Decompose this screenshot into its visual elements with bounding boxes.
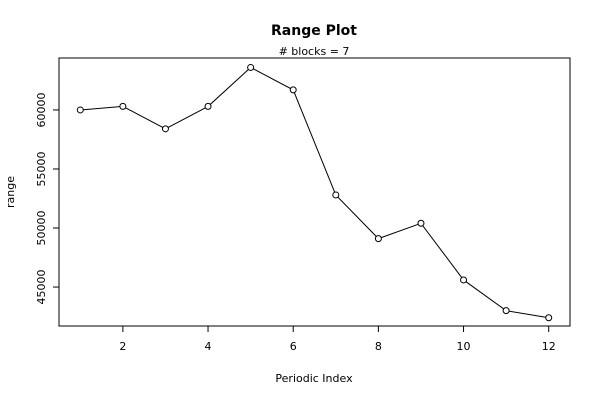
data-points: [76, 63, 553, 322]
series-line: [80, 66, 549, 319]
y-tick-label: 55000: [35, 151, 48, 186]
x-tick-label: 6: [290, 340, 297, 353]
data-point: [460, 276, 468, 284]
data-point: [247, 63, 255, 71]
x-tick-label: 2: [119, 340, 126, 353]
y-tick-label: 45000: [35, 270, 48, 305]
x-axis: 2 4 6 8 10 12: [119, 326, 556, 353]
chart-title: Range Plot: [271, 23, 357, 39]
data-point: [374, 235, 382, 243]
data-point: [204, 102, 212, 110]
x-axis-label: Periodic Index: [275, 372, 353, 385]
x-tick-label: 4: [205, 340, 212, 353]
y-tick-label: 50000: [35, 211, 48, 246]
data-point: [417, 219, 425, 227]
data-point: [545, 314, 553, 322]
y-tick-label: 60000: [35, 92, 48, 127]
x-tick-label: 8: [375, 340, 382, 353]
chart-subtitle: # blocks = 7: [279, 45, 350, 58]
x-tick-label: 12: [542, 340, 556, 353]
x-tick-label: 10: [457, 340, 471, 353]
data-point: [332, 191, 340, 199]
y-axis: 45000 50000 55000 60000: [35, 92, 59, 305]
data-point: [289, 86, 297, 94]
data-point: [76, 106, 84, 114]
data-point: [161, 125, 169, 133]
data-point: [502, 307, 510, 315]
plot-frame: [58, 57, 571, 327]
data-point: [119, 102, 127, 110]
y-axis-label: range: [4, 176, 17, 208]
